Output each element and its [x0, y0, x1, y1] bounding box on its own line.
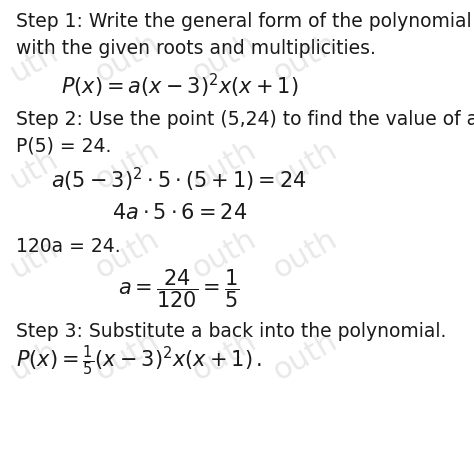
Text: uth: uth [5, 336, 64, 387]
Text: outh: outh [91, 28, 165, 88]
Text: Step 3: Substitute a back into the polynomial.: Step 3: Substitute a back into the polyn… [16, 322, 446, 341]
Text: uth: uth [5, 233, 64, 284]
Text: $4a \cdot 5 \cdot 6 = 24$: $4a \cdot 5 \cdot 6 = 24$ [112, 203, 247, 223]
Text: outh: outh [186, 327, 261, 387]
Text: Step 1: Write the general form of the polynomial: Step 1: Write the general form of the po… [16, 12, 471, 31]
Text: with the given roots and multiplicities.: with the given roots and multiplicities. [16, 39, 375, 58]
Text: outh: outh [186, 224, 261, 284]
Text: outh: outh [91, 135, 165, 195]
Text: outh: outh [186, 28, 261, 88]
Text: outh: outh [91, 327, 165, 387]
Text: outh: outh [186, 135, 261, 195]
Text: outh: outh [268, 135, 343, 195]
Text: $P(x) = \frac{1}{5}(x-3)^2x(x+1)\,.$: $P(x) = \frac{1}{5}(x-3)^2x(x+1)\,.$ [16, 343, 262, 378]
Text: Step 2: Use the point (5,24) to find the value of a.: Step 2: Use the point (5,24) to find the… [16, 110, 474, 129]
Text: $P(x) = a(x-3)^2x(x+1)$: $P(x) = a(x-3)^2x(x+1)$ [61, 72, 298, 100]
Text: 120a = 24.: 120a = 24. [16, 238, 120, 256]
Text: uth: uth [5, 37, 64, 88]
Text: outh: outh [268, 28, 343, 88]
Text: outh: outh [268, 327, 343, 387]
Text: outh: outh [91, 224, 165, 284]
Text: outh: outh [268, 224, 343, 284]
Text: uth: uth [5, 144, 64, 195]
Text: $a = \dfrac{24}{120} = \dfrac{1}{5}$: $a = \dfrac{24}{120} = \dfrac{1}{5}$ [118, 268, 240, 310]
Text: P(5) = 24.: P(5) = 24. [16, 137, 111, 156]
Text: $a(5-3)^2 \cdot 5 \cdot (5+1) = 24$: $a(5-3)^2 \cdot 5 \cdot (5+1) = 24$ [52, 166, 307, 194]
